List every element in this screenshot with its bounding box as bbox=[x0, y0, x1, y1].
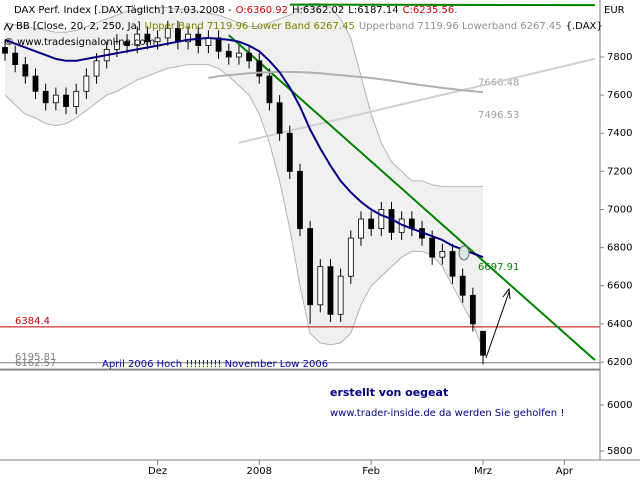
x-tick-label: Feb bbox=[362, 466, 380, 477]
header-text: Upper Band 7119.96 Lower Band 6267.45 bbox=[145, 21, 355, 32]
candle-body bbox=[246, 52, 253, 62]
level-label: 7496.53 bbox=[478, 110, 519, 121]
y-tick-label: 7200 bbox=[607, 166, 632, 177]
header-text: BB [Close, 20, 2, 250, Ja] bbox=[16, 21, 141, 32]
candle-body bbox=[32, 75, 39, 92]
candle-body bbox=[113, 41, 120, 50]
y-tick-label: 6800 bbox=[607, 243, 632, 254]
y-tick-label: 6000 bbox=[607, 400, 632, 411]
candle-body bbox=[22, 64, 29, 77]
arrow-head bbox=[502, 287, 511, 300]
header-text: DAX Perf. Index [.DAX Täglich] 17.03.200… bbox=[14, 5, 232, 16]
candle-body bbox=[83, 75, 90, 92]
candle-body bbox=[12, 52, 19, 66]
y-tick-label: 7400 bbox=[607, 128, 632, 139]
band-fill bbox=[5, 3, 484, 350]
candle-body bbox=[73, 90, 80, 107]
level-label: 6162.57 bbox=[15, 358, 56, 369]
candle-body bbox=[63, 94, 69, 107]
candle-body bbox=[93, 60, 100, 77]
candle-body bbox=[236, 52, 242, 58]
header-text: Upperband 7119.96 Lowerband 6267.45 bbox=[359, 21, 562, 32]
level-label: 6195.81 bbox=[15, 352, 56, 363]
y-tick-label: 7800 bbox=[607, 52, 632, 63]
x-tick-label: Mrz bbox=[474, 466, 492, 477]
y-tick-label: 7000 bbox=[607, 204, 632, 215]
y-tick-label: 6600 bbox=[607, 281, 632, 292]
candle-body bbox=[297, 170, 303, 229]
candle-body bbox=[307, 228, 314, 306]
candle-body bbox=[52, 94, 59, 104]
candle-body bbox=[124, 41, 130, 46]
arrow bbox=[485, 291, 510, 359]
candle-body bbox=[439, 251, 446, 258]
candle-body bbox=[154, 37, 161, 43]
indicator-line bbox=[4, 36, 484, 259]
candle-body bbox=[144, 33, 151, 43]
header-text: H:6362.02 bbox=[292, 5, 344, 16]
candle-body bbox=[358, 218, 364, 239]
currency-label: EUR bbox=[604, 5, 625, 16]
trend-line bbox=[289, 3, 595, 7]
candle-body bbox=[327, 266, 334, 315]
candle-body bbox=[337, 275, 344, 315]
level-label: 7666.48 bbox=[478, 77, 519, 88]
band-lower bbox=[4, 64, 484, 350]
y-tick-label: 7600 bbox=[607, 90, 632, 101]
y-tick-label: 5800 bbox=[607, 446, 632, 457]
header-text: L:6187.14 bbox=[348, 5, 398, 16]
candle-body bbox=[225, 50, 232, 58]
candle-body bbox=[368, 218, 375, 229]
y-tick-label: 6200 bbox=[607, 357, 632, 368]
x-tick-label: 2008 bbox=[247, 466, 272, 477]
level-label: 6697.91 bbox=[478, 262, 519, 273]
layer: 6200 6400 6600 6800 7000 7200 7400 7600 7800 5800… bbox=[0, 3, 632, 477]
candle-body bbox=[429, 237, 436, 258]
header-text: O:6360.92 bbox=[236, 5, 288, 16]
trend-line bbox=[238, 57, 596, 144]
candle-body bbox=[480, 330, 486, 356]
candle-body bbox=[256, 60, 263, 77]
x-tick-label: Apr bbox=[556, 466, 574, 477]
candle-body bbox=[2, 47, 8, 54]
header-text: © www.tradesignalonline.com bbox=[4, 37, 155, 48]
candle-body bbox=[266, 75, 273, 104]
marker bbox=[458, 245, 470, 261]
band-upper bbox=[4, 3, 483, 188]
candle-body bbox=[164, 28, 171, 39]
candle-body bbox=[469, 294, 476, 325]
annotation: erstellt von oegeat bbox=[330, 386, 448, 399]
candle-body bbox=[286, 132, 293, 172]
indicator-icon bbox=[3, 22, 14, 32]
candle-body bbox=[378, 209, 385, 229]
candle-body bbox=[134, 33, 141, 46]
candle-body bbox=[317, 266, 324, 306]
header-text: C:6235.56. bbox=[403, 5, 458, 16]
candle-body bbox=[42, 90, 49, 104]
annotation: www.trader-inside.de da werden Sie gehol… bbox=[330, 408, 564, 419]
level-label: 6384.4 bbox=[15, 316, 50, 327]
y-tick-label: 6400 bbox=[607, 319, 632, 330]
candle-body bbox=[449, 251, 456, 277]
candle-body bbox=[276, 102, 283, 134]
header-text: {.DAX} bbox=[566, 21, 603, 32]
annotation: April 2006 Hoch !!!!!!!!! November Low 2… bbox=[102, 359, 328, 370]
candle-body bbox=[459, 275, 466, 296]
indicator-line bbox=[208, 70, 484, 94]
candle-body bbox=[347, 237, 354, 277]
candle-body bbox=[185, 33, 191, 43]
x-tick-label: Dez bbox=[148, 466, 167, 477]
